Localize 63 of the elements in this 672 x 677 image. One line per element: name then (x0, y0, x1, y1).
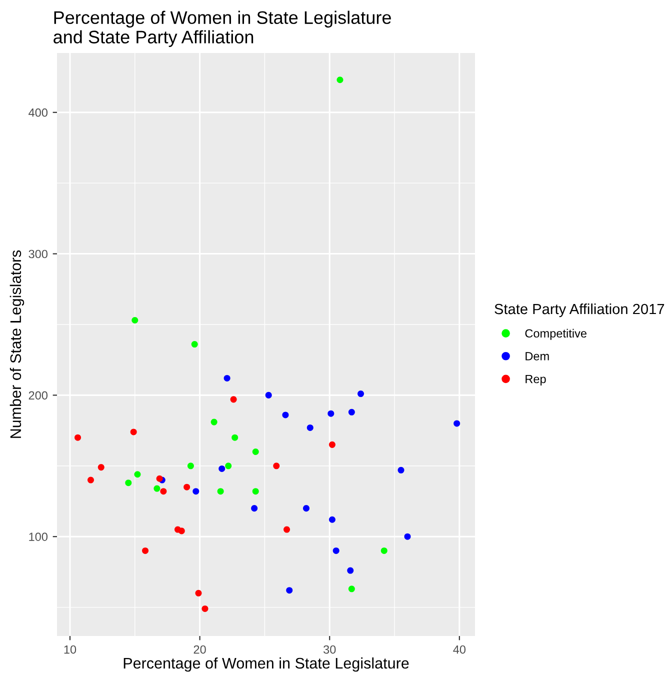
point (195, 590, 202, 596)
legend-label: Competitive (525, 328, 586, 340)
point (132, 316, 138, 324)
point (348, 586, 355, 592)
point (156, 475, 163, 482)
point (202, 605, 208, 612)
point (358, 390, 364, 398)
point (265, 392, 272, 398)
point (87, 476, 94, 484)
point (348, 408, 355, 416)
point (306, 424, 314, 431)
y-tick-label: 300 (28, 250, 48, 258)
point (282, 412, 289, 418)
point (191, 341, 198, 348)
point (284, 526, 290, 533)
point (178, 528, 185, 534)
x-tick-label: 20 (194, 645, 206, 654)
point (217, 488, 224, 495)
legend-label: Dem (526, 352, 549, 360)
point (130, 428, 137, 436)
point (380, 547, 388, 554)
point (302, 505, 310, 512)
point (252, 448, 259, 456)
point (98, 464, 104, 471)
point (251, 505, 258, 512)
point (225, 462, 232, 470)
point (273, 462, 280, 470)
x-tick-label: 30 (323, 645, 336, 654)
point (404, 533, 411, 540)
point (398, 466, 404, 474)
x-axis-title: Percentage of Women in State Legislature (124, 657, 409, 672)
point (184, 484, 190, 490)
point (230, 396, 237, 403)
point (192, 488, 200, 495)
point (454, 420, 460, 427)
point (286, 587, 293, 594)
point (332, 547, 340, 554)
point (347, 567, 354, 574)
point (328, 441, 336, 448)
x-tick-label: 10 (64, 645, 76, 654)
point (210, 418, 218, 426)
y-tick-label: 100 (29, 532, 48, 541)
y-tick-label: 400 (28, 108, 48, 117)
point (160, 488, 167, 495)
point (187, 462, 194, 470)
legend-title: State Party Affiliation 2017 (494, 303, 664, 318)
y-tick-label: 200 (28, 391, 48, 400)
chart-title: Percentage of Women in State Legislature and State Party Affiliation (54, 10, 391, 48)
point (125, 480, 132, 486)
point (74, 434, 82, 441)
point (232, 434, 238, 441)
point (328, 410, 334, 417)
point (328, 516, 336, 523)
y-axis-title: Number of State Legislators (10, 250, 24, 438)
x-tick-label: 40 (453, 645, 466, 654)
point (218, 465, 226, 472)
point (154, 485, 160, 492)
point (252, 488, 259, 495)
point (142, 547, 149, 554)
point (134, 471, 141, 478)
point (336, 76, 344, 84)
point (224, 374, 230, 382)
legend-label: Rep (526, 374, 546, 386)
